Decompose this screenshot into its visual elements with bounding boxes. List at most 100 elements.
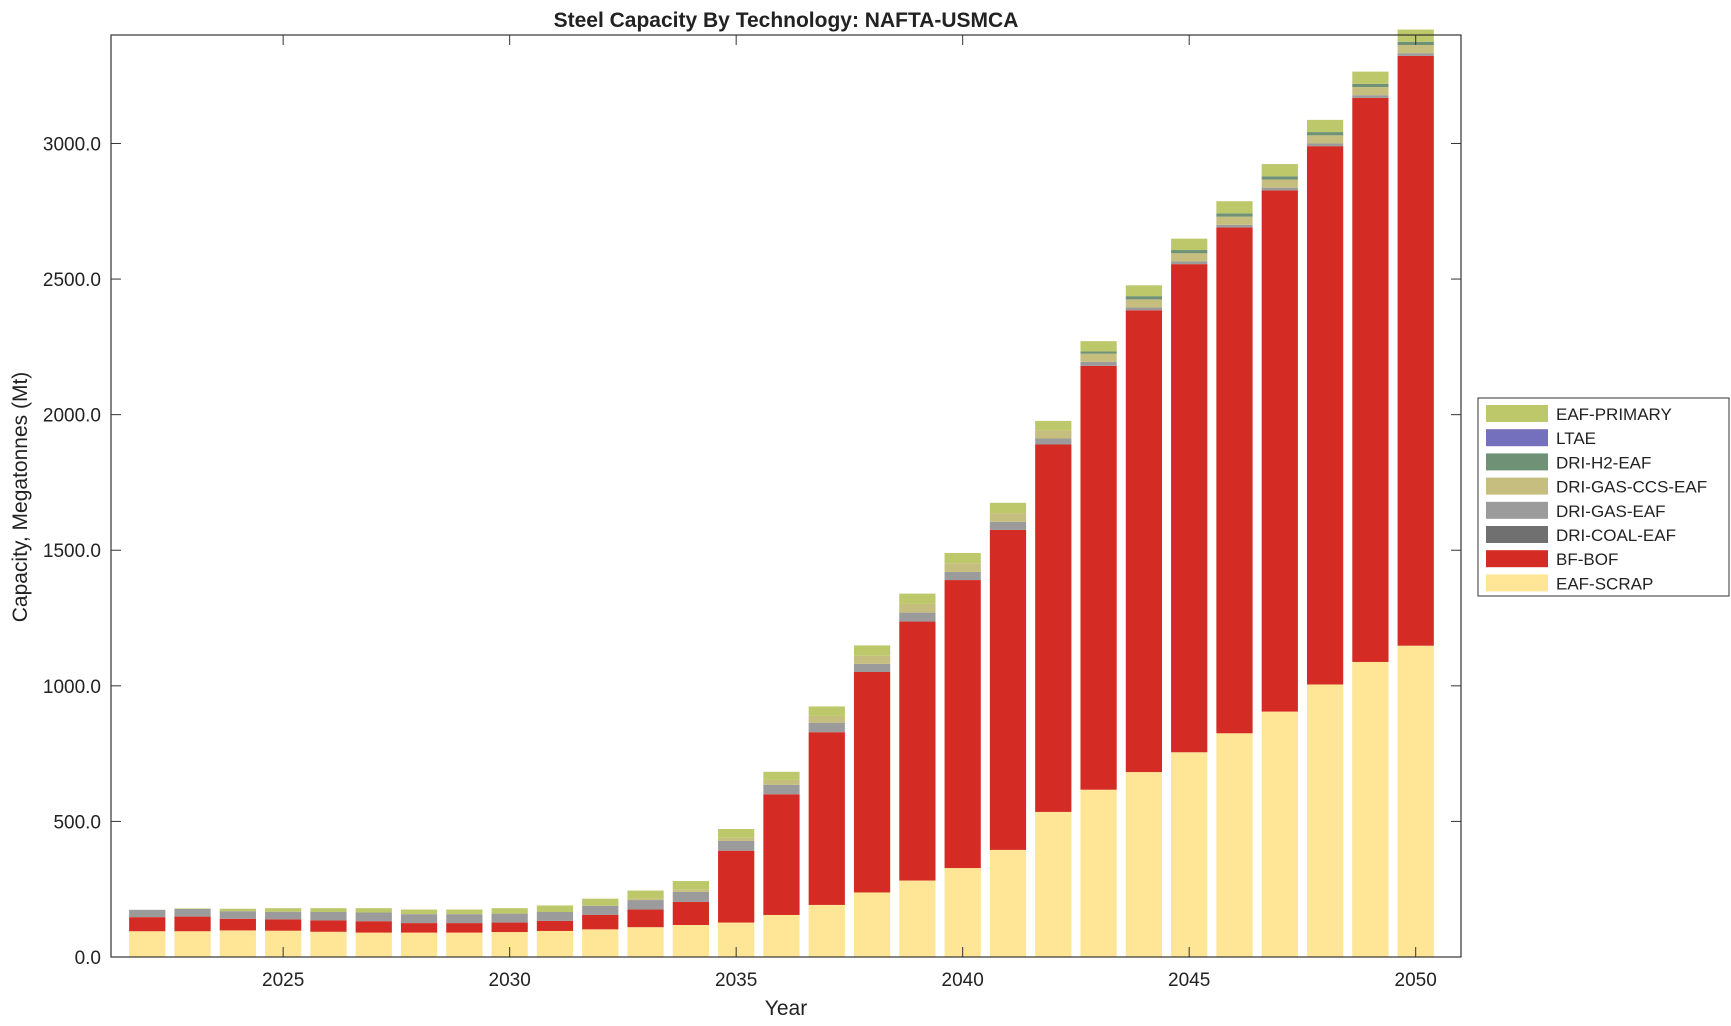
legend-swatch-eaf-primary (1486, 405, 1548, 422)
bar-eaf-scrap-2044 (1125, 772, 1163, 957)
bar-bf-bof-2050 (1397, 55, 1434, 646)
bar-dri-gas-eaf-2048 (1306, 143, 1344, 147)
bar-dri-gas-eaf-2022 (129, 909, 166, 918)
bar-eaf-scrap-2027 (355, 932, 392, 957)
bar-dri-h2-eaf-2043 (1080, 351, 1117, 354)
bar-dri-gas-eaf-2030 (491, 913, 528, 923)
plot-area-frame (110, 34, 1462, 958)
bar-dri-h2-eaf-2047 (1261, 176, 1298, 180)
bar-bf-bof-2043 (1080, 365, 1117, 790)
bar-bf-bof-2047 (1261, 190, 1298, 712)
bar-eaf-primary-2029 (446, 909, 483, 915)
bar-dri-gas-eaf-2031 (536, 911, 574, 921)
bar-bf-bof-2029 (446, 923, 483, 933)
bar-dri-gas-ccs-eaf-2050 (1397, 45, 1434, 54)
bar-bf-bof-2030 (491, 922, 528, 933)
legend-swatch-eaf-scrap (1486, 574, 1548, 592)
bar-bf-bof-2027 (355, 921, 392, 933)
bar-bf-bof-2022 (129, 917, 166, 932)
bar-eaf-primary-2028 (400, 909, 438, 915)
bar-eaf-primary-2047 (1261, 164, 1298, 177)
bar-bf-bof-2041 (989, 529, 1027, 850)
bar-eaf-primary-2026 (310, 908, 347, 912)
bar-bf-bof-2042 (1035, 444, 1072, 812)
bar-bf-bof-2032 (582, 914, 619, 930)
bar-dri-gas-eaf-2039 (899, 612, 936, 622)
bar-dri-gas-eaf-2050 (1397, 53, 1434, 56)
bar-eaf-primary-2023 (174, 908, 211, 909)
bar-dri-gas-eaf-2045 (1171, 261, 1208, 265)
bar-eaf-scrap-2039 (899, 880, 936, 957)
bar-eaf-scrap-2037 (808, 904, 845, 957)
legend-label-eaf-scrap: EAF-SCRAP (1556, 574, 1653, 593)
bar-eaf-scrap-2026 (310, 931, 347, 957)
bar-dri-gas-ccs-eaf-2037 (808, 715, 845, 723)
bar-dri-gas-eaf-2044 (1125, 307, 1163, 311)
bar-eaf-primary-2035 (718, 829, 755, 838)
bar-eaf-primary-2045 (1171, 238, 1208, 251)
bar-bf-bof-2037 (808, 732, 845, 905)
legend-swatch-ltae (1486, 429, 1548, 447)
bar-eaf-scrap-2032 (582, 929, 619, 957)
bar-eaf-primary-2032 (582, 898, 619, 906)
bar-dri-gas-ccs-eaf-2041 (989, 513, 1027, 522)
bar-eaf-scrap-2038 (853, 892, 891, 957)
bar-eaf-scrap-2029 (446, 932, 483, 957)
bar-eaf-scrap-2028 (400, 932, 438, 957)
bar-eaf-scrap-2050 (1397, 645, 1434, 957)
bar-eaf-scrap-2034 (672, 925, 709, 957)
bar-bf-bof-2034 (672, 901, 709, 925)
y-tick-label: 500.0 (53, 812, 101, 833)
bar-eaf-scrap-2049 (1352, 661, 1389, 957)
bar-dri-gas-ccs-eaf-2038 (853, 655, 891, 664)
bar-dri-gas-eaf-2046 (1216, 224, 1253, 228)
x-tick-label: 2025 (262, 970, 304, 991)
bar-eaf-scrap-2042 (1035, 811, 1072, 957)
bars-layer (129, 29, 1434, 957)
bar-eaf-scrap-2047 (1261, 711, 1298, 957)
x-tick-label: 2050 (1395, 970, 1437, 991)
legend-swatch-dri-coal-eaf (1486, 526, 1548, 543)
bar-eaf-scrap-2043 (1080, 789, 1117, 957)
bar-dri-h2-eaf-2045 (1171, 250, 1208, 254)
bar-dri-gas-ccs-eaf-2048 (1306, 135, 1344, 144)
bar-bf-bof-2025 (265, 919, 302, 931)
bar-dri-gas-eaf-2027 (355, 912, 392, 922)
bar-eaf-primary-2033 (627, 890, 664, 899)
bar-eaf-primary-2048 (1306, 119, 1344, 133)
bar-dri-gas-eaf-2040 (944, 571, 981, 581)
bar-dri-gas-eaf-2028 (400, 914, 438, 924)
bar-bf-bof-2038 (853, 671, 891, 893)
bar-eaf-scrap-2046 (1216, 733, 1253, 957)
bar-eaf-primary-2039 (899, 593, 936, 604)
legend-label-dri-gas-eaf: DRI-GAS-EAF (1556, 502, 1666, 521)
bar-dri-gas-ccs-eaf-2039 (899, 603, 936, 613)
bar-dri-gas-ccs-eaf-2040 (944, 563, 981, 572)
bar-dri-gas-eaf-2023 (174, 909, 211, 917)
legend-swatch-dri-gas-eaf (1486, 501, 1548, 519)
bar-dri-h2-eaf-2046 (1216, 213, 1253, 217)
y-tick-label: 2000.0 (43, 406, 101, 427)
bar-eaf-primary-2027 (355, 908, 392, 913)
bar-eaf-primary-2030 (491, 908, 528, 914)
x-tick-label: 2040 (942, 970, 984, 991)
bar-dri-gas-ccs-eaf-2033 (627, 898, 664, 901)
bar-bf-bof-2023 (174, 916, 211, 932)
bar-bf-bof-2024 (219, 918, 256, 931)
x-tick-label: 2035 (715, 970, 757, 991)
bar-dri-gas-eaf-2041 (989, 521, 1027, 530)
bar-bf-bof-2048 (1306, 146, 1344, 685)
bar-dri-gas-eaf-2034 (672, 891, 709, 902)
bar-bf-bof-2040 (944, 580, 981, 869)
bar-dri-gas-eaf-2033 (627, 900, 664, 910)
legend-label-ltae: LTAE (1556, 429, 1596, 448)
bar-dri-gas-eaf-2024 (219, 911, 256, 919)
x-axis-label: Year (765, 997, 807, 1020)
bar-bf-bof-2033 (627, 909, 664, 928)
bar-eaf-primary-2043 (1080, 341, 1117, 352)
bar-dri-h2-eaf-2048 (1306, 132, 1344, 136)
bar-eaf-primary-2041 (989, 502, 1027, 514)
bar-eaf-scrap-2031 (536, 930, 574, 957)
bar-dri-gas-eaf-2043 (1080, 361, 1117, 366)
bar-eaf-scrap-2023 (174, 931, 211, 957)
